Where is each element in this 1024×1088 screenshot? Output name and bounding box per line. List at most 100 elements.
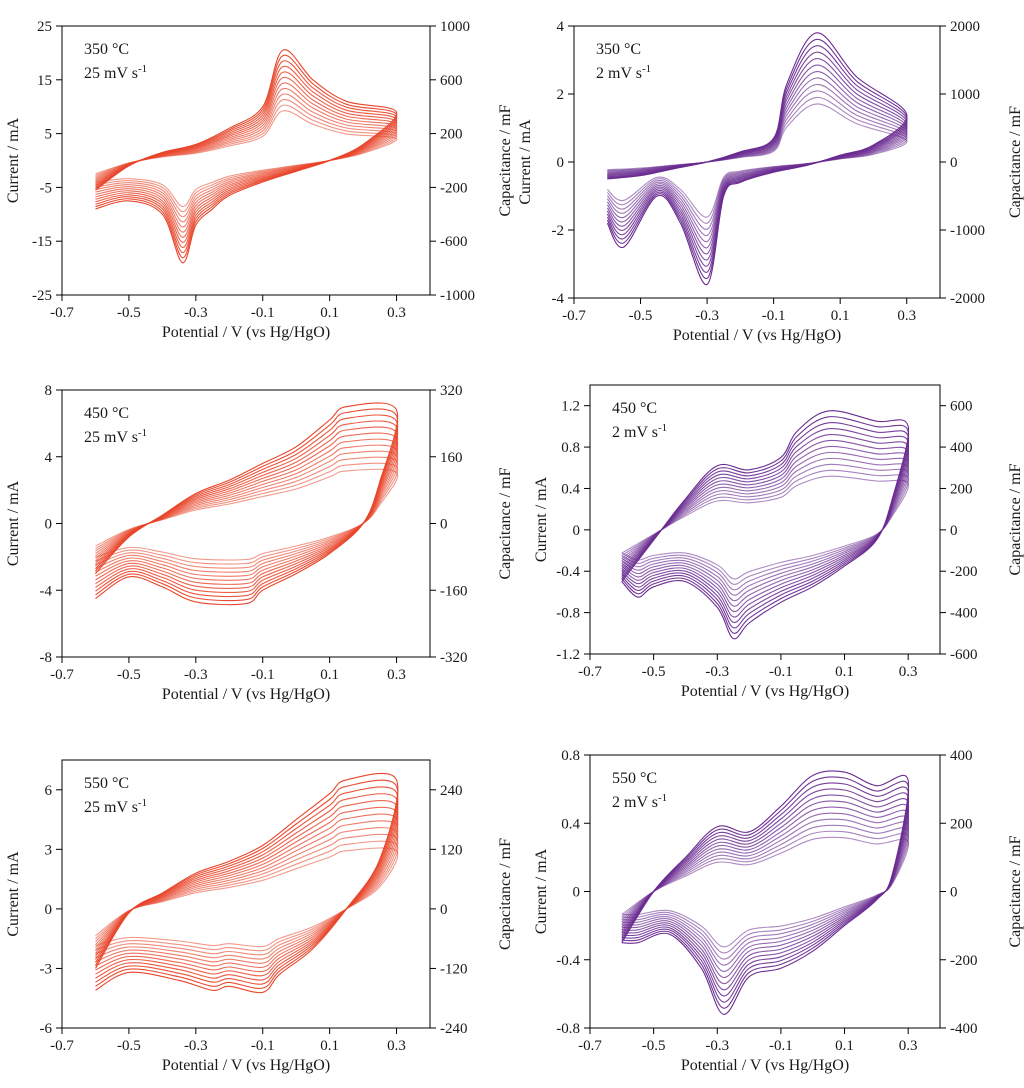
x-axis-title: Potential / V (vs Hg/HgO) — [162, 1057, 330, 1074]
annotation-temperature: 450 °C — [612, 400, 657, 417]
cv-cycle-12 — [622, 411, 909, 639]
x-tick-label: 0.1 — [831, 308, 850, 324]
annotation-scan-rate: 25 mV s-1 — [84, 797, 147, 816]
x-tick-label: 0.1 — [835, 664, 854, 680]
x-tick-label: 0.3 — [899, 1038, 918, 1054]
y2-tick-label: -120 — [440, 961, 468, 977]
cv-panel-1: -0.7 -0.5 -0.3 -0.1 0.1 0.3-25-15-551525-1000… — [5, 19, 514, 341]
cv-cycle-3 — [607, 91, 907, 230]
x-tick-label: 0.1 — [320, 667, 339, 683]
x-tick-label: 0.3 — [897, 308, 916, 324]
y-tick-label: 0 — [573, 885, 581, 901]
y-tick-label: -8 — [40, 650, 53, 666]
cv-cycle-11 — [607, 39, 907, 278]
annotation-temperature: 550 °C — [84, 775, 129, 792]
y2-tick-label: -600 — [440, 234, 468, 250]
y2-axis-title: Capacitance / mF — [1007, 463, 1024, 575]
x-axis-title: Potential / V (vs Hg/HgO) — [673, 327, 841, 344]
cv-series — [96, 50, 397, 263]
x-tick-label: -0.1 — [769, 1038, 793, 1054]
x-tick-label: -0.7 — [578, 664, 602, 680]
y-axis-title: Current / mA — [5, 480, 22, 566]
y2-tick-label: -400 — [950, 1021, 978, 1037]
cv-panel-3: -0.7 -0.5 -0.3 -0.1 0.1 0.3-8-4048-320-160016… — [5, 383, 514, 703]
cv-cycle-4 — [96, 828, 398, 959]
y-tick-label: 0 — [573, 523, 581, 539]
y2-axis-title: Capacitance / mF — [497, 838, 514, 950]
y-axis-title: Current / mA — [533, 848, 550, 934]
y2-tick-label: -1000 — [440, 288, 475, 304]
y-tick-label: 0.4 — [561, 816, 580, 832]
cv-cycle-6 — [622, 807, 909, 977]
y2-tick-label: 0 — [950, 885, 958, 901]
y2-tick-label: -200 — [950, 564, 978, 580]
cv-series — [622, 411, 909, 639]
cv-cycle-2 — [96, 841, 398, 951]
x-axis-title: Potential / V (vs Hg/HgO) — [681, 683, 849, 700]
y-tick-label: -1.2 — [556, 647, 580, 663]
annotation-scan-rate: 2 mV s-1 — [612, 792, 667, 811]
y2-tick-label: 0 — [950, 155, 958, 171]
y2-tick-label: 400 — [950, 748, 973, 764]
y2-tick-label: 0 — [440, 902, 448, 918]
annotation-scan-rate: 25 mV s-1 — [84, 427, 147, 446]
y2-tick-label: -600 — [950, 647, 978, 663]
y2-tick-label: 600 — [950, 399, 973, 415]
cv-cycle-12 — [622, 771, 909, 1015]
x-tick-label: 0.3 — [387, 305, 406, 321]
cv-cycle-10 — [622, 783, 909, 1002]
annotation-temperature: 550 °C — [612, 770, 657, 787]
cv-cycle-6 — [607, 72, 907, 248]
y-tick-label: 15 — [37, 73, 52, 89]
x-tick-label: -0.5 — [117, 667, 141, 683]
x-tick-label: 0.1 — [835, 1038, 854, 1054]
y2-tick-label: -200 — [440, 180, 468, 196]
x-tick-label: -0.1 — [251, 305, 275, 321]
y2-tick-label: 320 — [440, 383, 463, 399]
x-tick-label: 0.1 — [320, 305, 339, 321]
x-tick-label: -0.3 — [705, 664, 729, 680]
x-tick-label: -0.5 — [642, 664, 666, 680]
y-tick-label: -4 — [40, 583, 53, 599]
y-axis-title: Current / mA — [5, 851, 22, 937]
cv-cycle-4 — [607, 84, 907, 235]
cv-cycle-10 — [607, 46, 907, 273]
x-tick-label: -0.7 — [562, 308, 586, 324]
y-axis-title: Current / mA — [533, 476, 550, 562]
cv-cycle-11 — [622, 777, 909, 1008]
y-tick-label: 4 — [45, 450, 53, 466]
y-tick-label: 8 — [45, 383, 53, 399]
annotation-temperature: 450 °C — [84, 405, 129, 422]
x-tick-label: 0.3 — [899, 664, 918, 680]
cv-cycle-7 — [96, 77, 397, 237]
y2-tick-label: 0 — [950, 523, 958, 539]
x-axis-title: Potential / V (vs Hg/HgO) — [162, 686, 330, 703]
x-axis-title: Potential / V (vs Hg/HgO) — [162, 324, 330, 341]
x-tick-label: -0.1 — [251, 667, 275, 683]
annotation-scan-rate: 2 mV s-1 — [612, 422, 667, 441]
cv-cycle-5 — [96, 821, 398, 963]
x-tick-label: -0.7 — [50, 305, 74, 321]
x-tick-label: -0.3 — [184, 667, 208, 683]
y2-tick-label: -2000 — [950, 291, 985, 307]
cv-cycle-9 — [96, 794, 398, 980]
x-tick-label: 0.1 — [320, 1038, 339, 1054]
annotation-scan-rate: 25 mV s-1 — [84, 63, 147, 82]
x-tick-label: -0.1 — [769, 664, 793, 680]
cv-panel-5: -0.7 -0.5 -0.3 -0.1 0.1 0.3 -6 -3 0 3 6 -240 -120 0 12… — [5, 760, 514, 1074]
y-tick-label: -15 — [32, 234, 52, 250]
y-tick-label: -5 — [40, 180, 53, 196]
y-tick-label: 3 — [45, 842, 53, 858]
x-tick-label: -0.7 — [50, 667, 74, 683]
y2-tick-label: 600 — [440, 73, 463, 89]
x-tick-label: 0.3 — [387, 1038, 406, 1054]
y-tick-label: -0.8 — [556, 1021, 580, 1037]
x-tick-label: -0.7 — [50, 1038, 74, 1054]
cv-cycle-10 — [96, 787, 398, 984]
y2-tick-label: -400 — [950, 606, 978, 622]
y2-tick-label: 160 — [440, 450, 463, 466]
cv-cycle-9 — [607, 52, 907, 266]
y-tick-label: 0.8 — [561, 440, 580, 456]
x-tick-label: -0.5 — [117, 1038, 141, 1054]
cv-cycle-3 — [96, 834, 398, 955]
